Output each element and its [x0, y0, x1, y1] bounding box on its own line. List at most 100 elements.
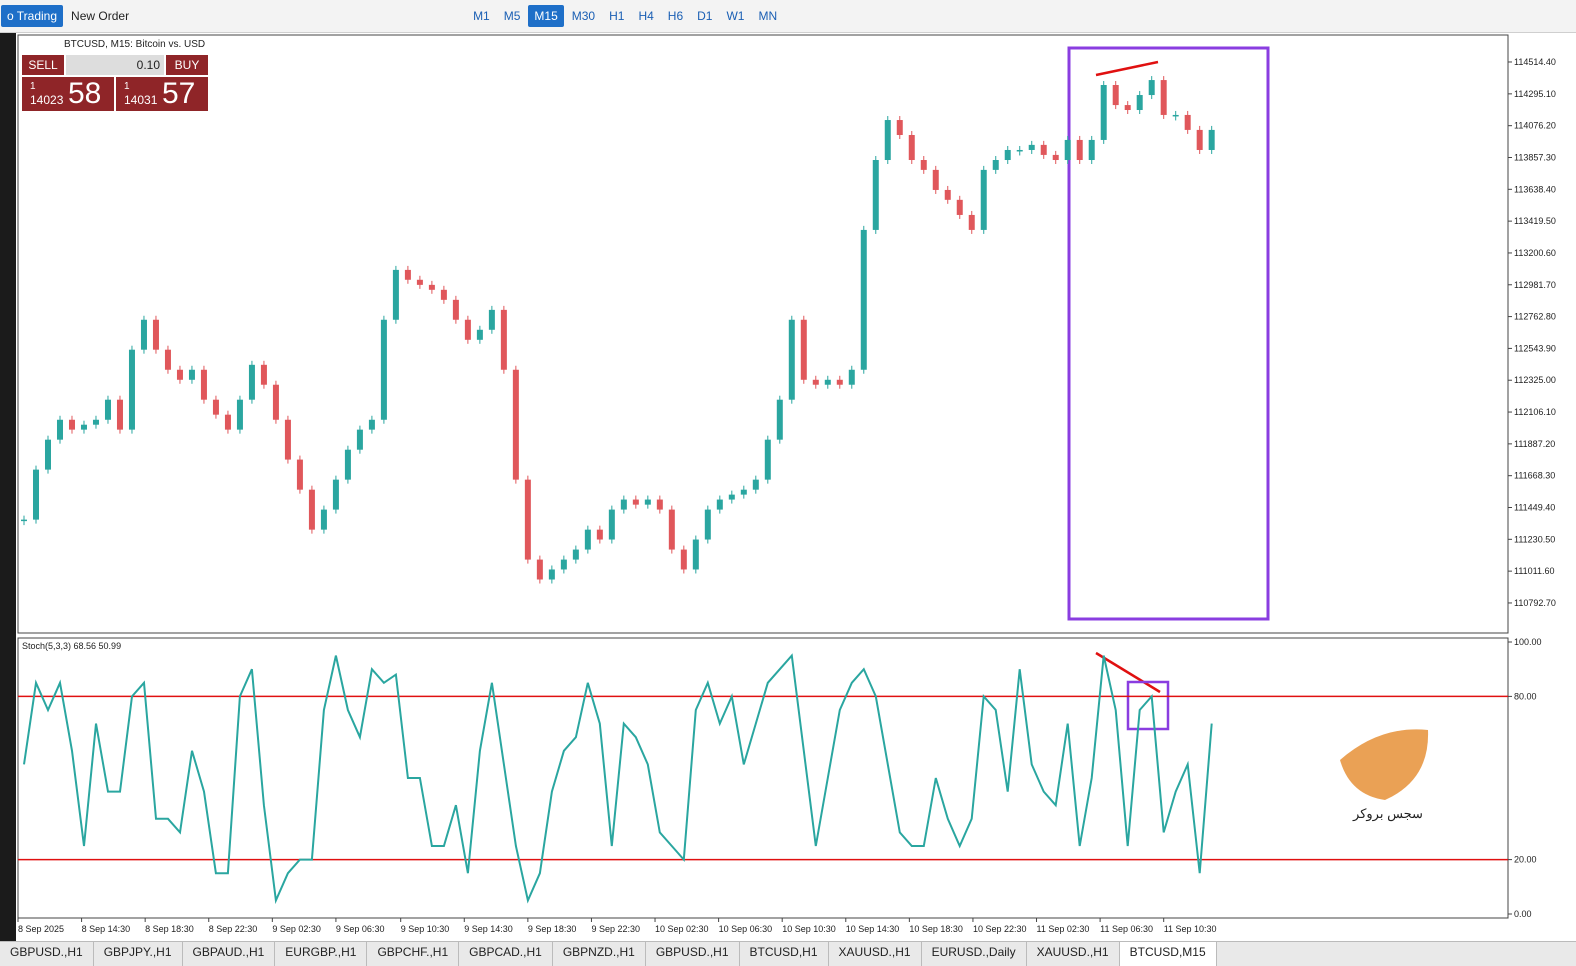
candle: [644, 499, 651, 505]
toolbar: o Trading New Order M1 M5 M15 M30 H1 H4 H6 D1 W1…: [0, 0, 1576, 33]
tab-bar: GBPUSD.,H1 GBPJPY.,H1 GBPAUD.,H1 EURGBP.,H1…: [0, 941, 1576, 966]
symbol-tab[interactable]: GBPNZD.,H1: [553, 942, 646, 966]
new-order-button[interactable]: New Order: [71, 9, 130, 23]
symbol-tab[interactable]: GBPJPY.,H1: [94, 942, 183, 966]
candle: [488, 309, 495, 330]
symbol-tab[interactable]: GBPCAD.,H1: [459, 942, 553, 966]
candle: [344, 449, 351, 480]
candle: [1076, 139, 1083, 161]
x-tick-label: 9 Sep 14:30: [464, 924, 513, 934]
timeframe-button[interactable]: M30: [571, 9, 596, 23]
candle: [1196, 129, 1203, 150]
candle: [1124, 105, 1131, 111]
candle: [272, 384, 279, 420]
y-tick-label: 111011.60: [1514, 566, 1555, 576]
symbol-tab[interactable]: GBPCHF.,H1: [367, 942, 460, 966]
timeframe-button[interactable]: H1: [609, 9, 625, 23]
timeframe-button[interactable]: M1: [473, 9, 490, 23]
symbol-tab[interactable]: GBPAUD.,H1: [183, 942, 276, 966]
x-tick-label: 10 Sep 02:30: [655, 924, 709, 934]
algo-trading-button[interactable]: o Trading: [1, 5, 64, 27]
x-tick-label: 9 Sep 02:30: [272, 924, 321, 934]
stoch-title: Stoch(5,3,3) 68.56 50.99: [22, 641, 121, 651]
candle: [452, 299, 459, 320]
candle: [68, 419, 75, 430]
candle: [368, 419, 375, 430]
symbol-tab[interactable]: XAUUSD.,H1: [1027, 942, 1120, 966]
sell-button[interactable]: SELL: [22, 55, 64, 75]
volume[interactable]: 0.10: [66, 55, 164, 75]
candle: [500, 309, 507, 370]
candle: [740, 489, 747, 495]
y-tick-label: 111668.30: [1514, 471, 1555, 481]
x-tick-label: 11 Sep 06:30: [1100, 924, 1153, 934]
candle: [524, 479, 531, 560]
y-tick-label: 113857.30: [1514, 152, 1556, 162]
candle: [236, 399, 243, 430]
timeframe-button[interactable]: MN: [758, 9, 778, 23]
candle: [224, 414, 231, 430]
symbol-tab[interactable]: GBPUSD.,H1: [646, 942, 740, 966]
y-tick-label: 114295.10: [1514, 89, 1556, 99]
candle: [920, 160, 927, 170]
candle: [908, 135, 915, 161]
symbol-tab[interactable]: GBPUSD.,H1: [0, 942, 94, 966]
bid-box[interactable]: 1 14023 58: [22, 77, 114, 111]
candle: [884, 120, 891, 161]
candle: [56, 419, 63, 440]
candle: [956, 199, 963, 215]
candle: [632, 499, 639, 505]
candle: [128, 349, 135, 430]
candle: [188, 369, 195, 380]
x-tick-label: 10 Sep 06:30: [719, 924, 773, 934]
candle: [296, 459, 303, 490]
candle: [620, 499, 627, 510]
candle: [584, 529, 591, 550]
candle: [164, 349, 171, 370]
timeframe-button[interactable]: H4: [638, 9, 654, 23]
x-tick-label: 8 Sep 22:30: [209, 924, 258, 934]
candle: [968, 214, 975, 230]
timeframe-button[interactable]: H6: [667, 9, 684, 23]
ask-box[interactable]: 1 14031 57: [116, 77, 208, 111]
candle: [1160, 80, 1167, 115]
y-tick-label: 112762.80: [1514, 312, 1556, 322]
buy-button[interactable]: BUY: [166, 55, 208, 75]
candle: [380, 319, 387, 420]
y-tick-label: 114514.40: [1514, 57, 1556, 67]
candle: [608, 509, 615, 540]
candle: [560, 559, 567, 570]
candle: [332, 479, 339, 510]
timeframe-button[interactable]: W1: [726, 9, 745, 23]
timeframe-button[interactable]: D1: [697, 9, 713, 23]
candle: [32, 469, 39, 520]
symbol-tab[interactable]: EURUSD.,Daily: [922, 942, 1027, 966]
x-tick-label: 10 Sep 14:30: [846, 924, 900, 934]
candle: [1088, 139, 1095, 161]
y-tick-label: 113419.50: [1514, 216, 1556, 226]
x-tick-label: 9 Sep 06:30: [336, 924, 385, 934]
y-tick-label: 20.00: [1514, 855, 1537, 865]
candle: [1148, 80, 1155, 96]
candle: [548, 569, 555, 580]
symbol-tab[interactable]: XAUUSD.,H1: [829, 942, 922, 966]
candle: [596, 529, 603, 540]
candle: [716, 499, 723, 510]
candle: [1004, 149, 1011, 161]
candle: [668, 509, 675, 550]
symbol-tab[interactable]: BTCUSD,H1: [740, 942, 829, 966]
candle: [932, 169, 939, 190]
candle: [116, 399, 123, 430]
x-tick-label: 10 Sep 10:30: [782, 924, 836, 934]
bid-prefix-top: 1: [30, 81, 36, 92]
candle: [176, 369, 183, 380]
symbol-tab[interactable]: EURGBP.,H1: [275, 942, 368, 966]
symbol-tab[interactable]: BTCUSD,M15: [1119, 942, 1217, 966]
candle: [260, 364, 267, 385]
candle: [692, 539, 699, 570]
timeframe-button[interactable]: M5: [503, 9, 521, 23]
timeframe-button[interactable]: M15: [528, 5, 564, 27]
stoch-pane: [17, 637, 1509, 919]
y-tick-label: 112543.90: [1514, 343, 1556, 353]
